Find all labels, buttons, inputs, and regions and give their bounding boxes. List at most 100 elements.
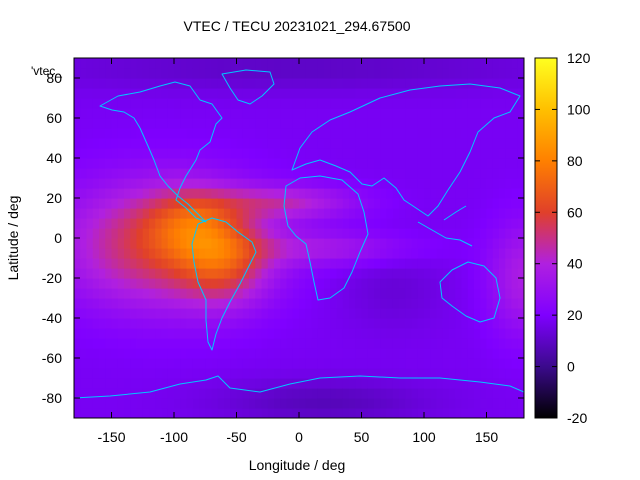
heatmap-cell <box>311 58 319 69</box>
heatmap-cell <box>236 98 244 109</box>
heatmap-cell <box>392 148 400 159</box>
heatmap-cell <box>349 328 356 339</box>
heatmap-cell <box>436 288 444 299</box>
heatmap-cell <box>455 228 463 239</box>
heatmap-cell <box>211 98 219 109</box>
heatmap-cell <box>267 158 275 169</box>
heatmap-cell <box>517 398 524 409</box>
heatmap-cell <box>474 328 481 339</box>
heatmap-cell <box>261 148 269 159</box>
heatmap-cell <box>292 408 300 418</box>
heatmap-cell <box>230 158 238 169</box>
heatmap-cell <box>199 238 206 249</box>
heatmap-cell <box>105 168 113 179</box>
heatmap-cell <box>111 368 119 379</box>
heatmap-cell <box>155 208 163 219</box>
heatmap-cell <box>292 178 300 189</box>
heatmap-cell <box>92 368 100 379</box>
heatmap-cell <box>392 188 400 199</box>
heatmap-cell <box>330 328 338 339</box>
heatmap-cell <box>317 318 325 329</box>
heatmap-cell <box>155 398 163 409</box>
heatmap-cell <box>499 278 506 289</box>
heatmap-cell <box>224 168 231 179</box>
heatmap-cell <box>149 288 156 299</box>
heatmap-cell <box>249 288 256 299</box>
heatmap-cell <box>99 78 106 89</box>
heatmap-cell <box>205 278 213 289</box>
heatmap-cell <box>236 178 244 189</box>
heatmap-cell <box>342 378 350 389</box>
heatmap-cell <box>417 278 425 289</box>
heatmap-cell <box>217 98 225 109</box>
heatmap-cell <box>86 368 94 379</box>
heatmap-cell <box>249 358 256 369</box>
heatmap-cell <box>74 368 81 379</box>
heatmap-cell <box>236 198 244 209</box>
heatmap-cell <box>492 218 500 229</box>
heatmap-cell <box>499 188 506 199</box>
heatmap-cell <box>330 248 338 259</box>
heatmap-cell <box>374 88 381 99</box>
heatmap-cell <box>361 138 369 149</box>
heatmap-cell <box>374 278 381 289</box>
heatmap-cell <box>267 188 275 199</box>
heatmap-cell <box>517 198 524 209</box>
heatmap-cell <box>99 308 106 319</box>
heatmap-cell <box>192 118 200 129</box>
heatmap-cell <box>142 408 150 418</box>
heatmap-cell <box>330 258 338 269</box>
heatmap-cell <box>305 218 313 229</box>
heatmap-cell <box>499 348 506 359</box>
heatmap-cell <box>417 228 425 239</box>
heatmap-cell <box>280 88 288 99</box>
heatmap-cell <box>480 208 488 219</box>
heatmap-cell <box>286 348 294 359</box>
heatmap-cell <box>111 178 119 189</box>
heatmap-cell <box>205 198 213 209</box>
heatmap-cell <box>86 288 94 299</box>
heatmap-cell <box>324 268 331 279</box>
heatmap-cell <box>117 188 125 199</box>
heatmap-cell <box>505 168 513 179</box>
heatmap-cell <box>305 198 313 209</box>
heatmap-cell <box>105 318 113 329</box>
heatmap-cell <box>192 108 200 119</box>
heatmap-cell <box>86 108 94 119</box>
heatmap-cell <box>211 288 219 299</box>
heatmap-cell <box>299 108 306 119</box>
heatmap-cell <box>424 368 431 379</box>
heatmap-cell <box>305 78 313 89</box>
heatmap-cell <box>242 138 250 149</box>
heatmap-cell <box>149 248 156 259</box>
heatmap-cell <box>274 248 281 259</box>
heatmap-cell <box>286 368 294 379</box>
heatmap-cell <box>305 238 313 249</box>
heatmap-cell <box>205 258 213 269</box>
heatmap-cell <box>474 248 481 259</box>
heatmap-cell <box>442 148 450 159</box>
heatmap-cell <box>105 78 113 89</box>
heatmap-cell <box>374 388 381 399</box>
heatmap-cell <box>367 388 375 399</box>
heatmap-cell <box>517 358 524 369</box>
heatmap-cell <box>311 378 319 389</box>
heatmap-cell <box>105 268 113 279</box>
heatmap-cell <box>249 408 256 418</box>
heatmap-cell <box>205 368 213 379</box>
heatmap-cell <box>117 358 125 369</box>
heatmap-cell <box>117 68 125 79</box>
heatmap-cell <box>342 298 350 309</box>
heatmap-cell <box>374 258 381 269</box>
heatmap-cell <box>449 358 456 369</box>
heatmap-cell <box>236 78 244 89</box>
heatmap-cell <box>424 288 431 299</box>
heatmap-cell <box>149 188 156 199</box>
heatmap-cell <box>224 158 231 169</box>
heatmap-cell <box>249 158 256 169</box>
heatmap-cell <box>280 278 288 289</box>
heatmap-cell <box>455 318 463 329</box>
heatmap-cell <box>186 388 194 399</box>
heatmap-cell <box>74 348 81 359</box>
heatmap-cell <box>99 228 106 239</box>
